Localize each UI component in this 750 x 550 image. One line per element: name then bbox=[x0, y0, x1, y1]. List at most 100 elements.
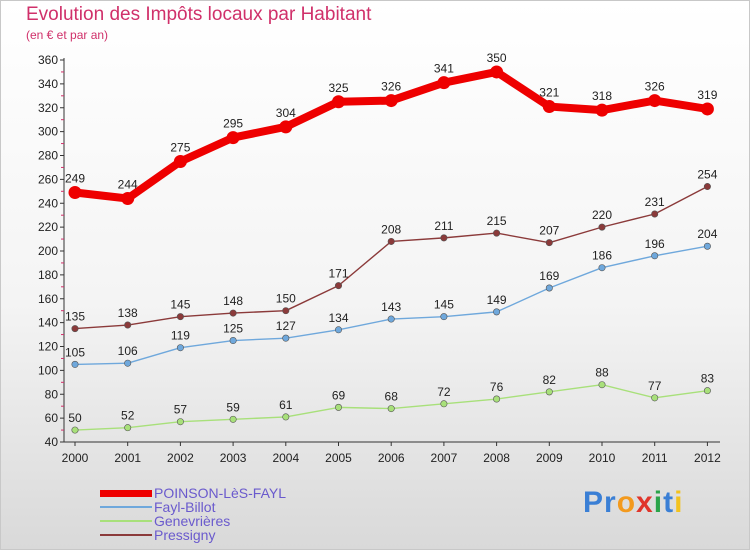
y-tick-label: 360 bbox=[38, 53, 58, 67]
data-label: 72 bbox=[437, 385, 451, 399]
legend-swatch bbox=[100, 506, 152, 508]
data-label: 231 bbox=[645, 195, 665, 209]
data-point bbox=[703, 183, 711, 191]
data-point bbox=[68, 186, 82, 200]
data-point bbox=[282, 413, 290, 421]
data-point bbox=[387, 315, 395, 323]
data-label: 61 bbox=[279, 398, 293, 412]
data-point bbox=[71, 360, 79, 368]
data-label: 148 bbox=[223, 294, 243, 308]
data-point bbox=[493, 308, 501, 316]
data-point bbox=[545, 388, 553, 396]
data-point bbox=[440, 313, 448, 321]
data-label: 186 bbox=[592, 249, 612, 263]
legend-swatch bbox=[100, 490, 152, 497]
data-point bbox=[651, 394, 659, 402]
x-tick-label: 2011 bbox=[642, 451, 668, 465]
data-point bbox=[124, 359, 132, 367]
y-tick-label: 260 bbox=[38, 172, 58, 186]
data-point bbox=[71, 325, 79, 333]
data-label: 106 bbox=[118, 344, 138, 358]
data-point bbox=[176, 344, 184, 352]
data-label: 134 bbox=[328, 311, 348, 325]
data-point bbox=[229, 309, 237, 317]
data-point bbox=[437, 76, 451, 90]
data-point bbox=[490, 65, 504, 79]
y-tick-label: 280 bbox=[38, 149, 58, 163]
logo-letter: P bbox=[583, 486, 605, 519]
x-tick-label: 2000 bbox=[62, 451, 89, 465]
data-point bbox=[703, 242, 711, 250]
data-label: 76 bbox=[490, 380, 504, 394]
proxiti-logo: Proxiti bbox=[583, 486, 683, 520]
data-point bbox=[229, 415, 237, 423]
data-label: 69 bbox=[332, 388, 346, 402]
data-label: 77 bbox=[648, 379, 662, 393]
logo-letter: x bbox=[636, 486, 654, 519]
chart-subtitle: (en € et par an) bbox=[26, 28, 109, 42]
logo-letter: o bbox=[616, 486, 637, 519]
data-point bbox=[332, 95, 345, 109]
data-label: 145 bbox=[434, 298, 454, 312]
data-point bbox=[598, 264, 606, 272]
data-point bbox=[229, 337, 237, 345]
x-tick-label: 2006 bbox=[378, 451, 405, 465]
y-tick-label: 340 bbox=[38, 77, 58, 91]
data-point bbox=[282, 307, 290, 315]
x-tick-label: 2004 bbox=[272, 451, 299, 465]
data-point bbox=[545, 239, 553, 247]
data-label: 149 bbox=[487, 293, 507, 307]
data-label: 204 bbox=[697, 227, 717, 241]
data-point bbox=[71, 426, 79, 434]
data-point bbox=[651, 210, 659, 218]
data-point bbox=[282, 334, 290, 342]
data-point bbox=[545, 284, 553, 292]
data-label: 326 bbox=[381, 80, 401, 94]
x-tick-label: 2005 bbox=[325, 451, 352, 465]
data-point bbox=[334, 282, 342, 290]
data-label: 295 bbox=[223, 117, 243, 131]
data-label: 208 bbox=[381, 222, 401, 236]
data-label: 341 bbox=[434, 62, 454, 76]
y-tick-label: 300 bbox=[38, 125, 58, 139]
data-point bbox=[440, 400, 448, 408]
legend-swatch bbox=[100, 534, 152, 536]
data-point bbox=[173, 154, 187, 168]
legend-label: Genevrières bbox=[154, 513, 231, 529]
data-label: 220 bbox=[592, 208, 612, 222]
data-label: 244 bbox=[118, 177, 138, 191]
data-label: 249 bbox=[65, 172, 85, 186]
x-tick-label: 2009 bbox=[536, 451, 563, 465]
data-label: 321 bbox=[539, 86, 559, 100]
legend-label: Pressigny bbox=[154, 527, 216, 543]
y-tick-label: 320 bbox=[38, 101, 58, 115]
data-label: 207 bbox=[539, 224, 559, 238]
logo-letter: i bbox=[653, 486, 664, 519]
data-point bbox=[121, 191, 135, 205]
data-point bbox=[279, 120, 293, 134]
y-tick-label: 40 bbox=[45, 435, 59, 449]
data-label: 211 bbox=[434, 219, 453, 233]
data-label: 50 bbox=[68, 411, 82, 425]
y-tick-label: 120 bbox=[38, 340, 58, 354]
x-tick-label: 2010 bbox=[589, 451, 616, 465]
logo-letter: r bbox=[604, 486, 617, 519]
data-label: 171 bbox=[328, 267, 348, 281]
logo-letter: t bbox=[663, 486, 675, 519]
data-label: 68 bbox=[385, 390, 399, 404]
data-label: 82 bbox=[543, 373, 557, 387]
x-tick-label: 2012 bbox=[694, 451, 721, 465]
data-label: 145 bbox=[170, 298, 190, 312]
y-tick-label: 100 bbox=[38, 363, 58, 377]
data-label: 59 bbox=[226, 400, 240, 414]
data-point bbox=[595, 103, 609, 117]
data-point bbox=[387, 237, 395, 245]
data-point bbox=[703, 387, 711, 395]
data-point bbox=[176, 418, 184, 426]
data-point bbox=[651, 252, 659, 260]
x-tick-label: 2002 bbox=[167, 451, 194, 465]
data-point bbox=[493, 395, 501, 403]
data-label: 254 bbox=[697, 168, 717, 182]
data-label: 125 bbox=[223, 322, 243, 336]
